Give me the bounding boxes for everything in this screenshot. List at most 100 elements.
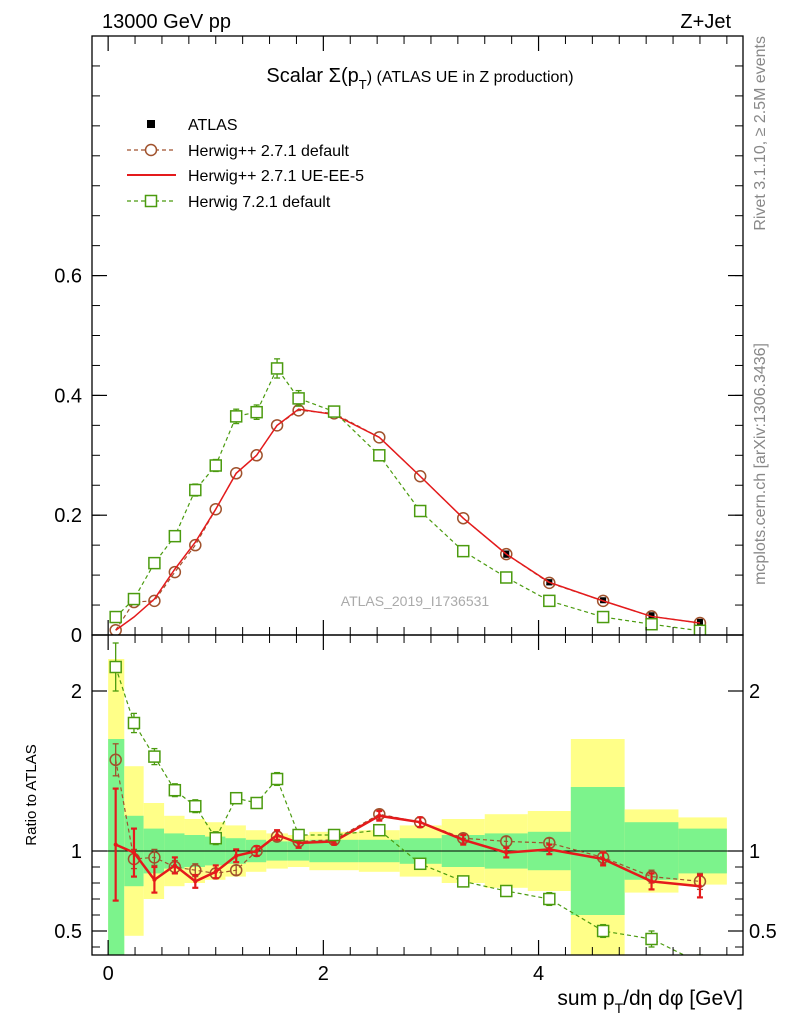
- analysis-watermark: ATLAS_2019_I1736531: [341, 593, 490, 609]
- herwig_721_default-point-5: [209, 831, 222, 845]
- herwig_271_default-point-0: [109, 753, 122, 767]
- x-axis-label: sum pT/dη dφ [GeV]: [557, 987, 743, 1016]
- herwig_721_default-point-15: [543, 594, 556, 608]
- herwig_271_ueee5-point-6: [234, 853, 239, 858]
- herwig_271_default-point-12: [413, 470, 427, 483]
- herwig_271_ueee5-point-18: [697, 884, 702, 889]
- x-tick-label: 4: [533, 963, 544, 985]
- x-tick-label: 2: [318, 963, 329, 985]
- herwig_271_default-point-16: [596, 594, 610, 608]
- herwig_721_default-point-6: [229, 410, 243, 423]
- herwig_271_default-point-15: [543, 576, 556, 590]
- herwig_721_default-point-8: [270, 362, 284, 375]
- herwig_271_ueee5-point-7: [254, 849, 259, 853]
- y-tick-label: 1: [71, 841, 82, 863]
- legend-symbol-atlas: [147, 120, 155, 128]
- herwig_721_default-point-0: [109, 660, 122, 674]
- herwig_271_ueee5-point-8: [275, 833, 280, 837]
- herwig_721_default-point-11: [373, 449, 386, 462]
- herwig_721_default-point-1: [127, 716, 141, 730]
- herwig_721_default-point-9: [292, 828, 305, 842]
- y-tick-label: 0.5: [54, 921, 82, 943]
- herwig_721_default-point-0: [109, 610, 122, 624]
- herwig_271_ueee5-point-15: [547, 847, 552, 852]
- ratio-frame: [91, 634, 744, 956]
- herwig_271_ueee5-point-12: [418, 820, 423, 825]
- ratio-content: [92, 642, 743, 969]
- herwig_271_default-point-2: [148, 594, 161, 608]
- herwig_271_default-point-4: [189, 538, 202, 552]
- legend-label-herwig-271-ueee5: Herwig++ 2.7.1 UE-EE-5: [188, 168, 364, 185]
- herwig_721_default-point-12: [413, 857, 427, 871]
- herwig_721_default-point-4: [189, 483, 202, 497]
- atlas-point-3: [648, 612, 655, 619]
- herwig_721_default-point-12: [413, 504, 427, 518]
- main-content: [109, 358, 707, 635]
- y-tick-label: 0: [71, 625, 82, 647]
- x-axis-label-rest: /dη dφ [GeV]: [623, 987, 743, 1010]
- herwig_271_ueee5-point-5: [213, 869, 218, 874]
- herwig_721_default-point-5: [209, 459, 222, 472]
- herwig_271_default-point-5: [209, 502, 222, 516]
- herwig_271_ueee5-line: [115, 408, 701, 631]
- herwig_271_default-point-0: [109, 623, 122, 635]
- energy-label: 13000 GeV pp: [102, 11, 231, 33]
- herwig_271_default-point-7: [250, 449, 263, 462]
- legend: ATLAS Herwig++ 2.7.1 default Herwig++ 2.…: [127, 117, 364, 211]
- herwig_271_ueee5-point-14: [504, 850, 509, 855]
- ratio-ylabel: Ratio to ATLAS: [23, 744, 40, 845]
- herwig_271_ueee5-point-0: [113, 842, 118, 847]
- herwig_721_default-point-16: [596, 924, 610, 938]
- herwig_721_default-point-4: [189, 799, 202, 813]
- chart-title: Scalar Σ(pT) (ATLAS UE in Z production): [266, 65, 573, 92]
- ratio-panel: 0.5 0.5 1 1 2 2 0 2 4: [54, 634, 777, 985]
- herwig_721_default-point-15: [543, 892, 556, 906]
- herwig_721_default-point-6: [229, 791, 243, 805]
- herwig_721_default-point-17: [645, 617, 658, 631]
- process-label: Z+Jet: [680, 11, 731, 33]
- y-tick-label: 2: [71, 681, 82, 703]
- rivet-label: Rivet 3.1.10, ≥ 2.5M events: [752, 36, 769, 231]
- herwig_271_default-point-2: [148, 851, 161, 864]
- x-axis-label-sub: T: [615, 1000, 624, 1016]
- herwig_721_default-point-7: [250, 796, 263, 810]
- herwig_271_default-point-8: [270, 419, 284, 432]
- herwig_271_default-point-13: [456, 511, 470, 525]
- y-tick-label-right: 1: [749, 841, 760, 863]
- herwig_271_ueee5-point-13: [461, 837, 466, 842]
- herwig_271_ueee5-point-11: [377, 813, 382, 818]
- y-tick-label: 0.4: [54, 385, 82, 407]
- herwig_271_default-point-6: [229, 467, 243, 480]
- herwig_271_ueee5-point-4: [193, 879, 198, 884]
- herwig_721_default-point-13: [456, 875, 470, 888]
- herwig_721_default-point-14: [500, 571, 513, 584]
- herwig_721_default-point-16: [596, 610, 610, 624]
- y-tick-label-right: 2: [749, 681, 760, 703]
- legend-label-herwig-271-default: Herwig++ 2.7.1 default: [188, 143, 350, 160]
- herwig_721_default-line: [115, 367, 701, 632]
- herwig_721_default-point-7: [250, 405, 263, 419]
- herwig_271_default-line: [115, 409, 701, 631]
- herwig_271_default-point-11: [373, 431, 386, 444]
- legend-symbol-herwig-721-default: [144, 194, 158, 208]
- main-panel: 0 0.2 0.4 0.6: [54, 35, 744, 647]
- herwig_271_ueee5-point-2: [152, 877, 157, 882]
- legend-label-atlas: ATLAS: [188, 117, 238, 134]
- herwig_271_default-point-6: [229, 863, 243, 877]
- herwig_721_default-point-18: [694, 958, 705, 969]
- legend-symbol-herwig-271-default: [144, 143, 158, 157]
- herwig_721_default-point-8: [270, 772, 284, 786]
- y-tick-label-right: 0.5: [749, 921, 777, 943]
- chart-title-main: Scalar Σ(p: [266, 65, 358, 87]
- herwig_271_default-point-14: [500, 547, 513, 561]
- herwig_721_default-point-10: [327, 828, 341, 842]
- y-tick-label: 0.6: [54, 266, 82, 288]
- herwig_271_default-point-3: [168, 565, 182, 579]
- y-tick-label: 0.2: [54, 505, 82, 527]
- herwig_721_default-point-11: [373, 823, 386, 837]
- herwig_271_ueee5-point-17: [649, 879, 654, 884]
- x-axis-label-main: sum p: [557, 987, 614, 1010]
- herwig_721_default-point-17: [645, 932, 658, 946]
- herwig_271_ueee5-point-16: [601, 857, 606, 861]
